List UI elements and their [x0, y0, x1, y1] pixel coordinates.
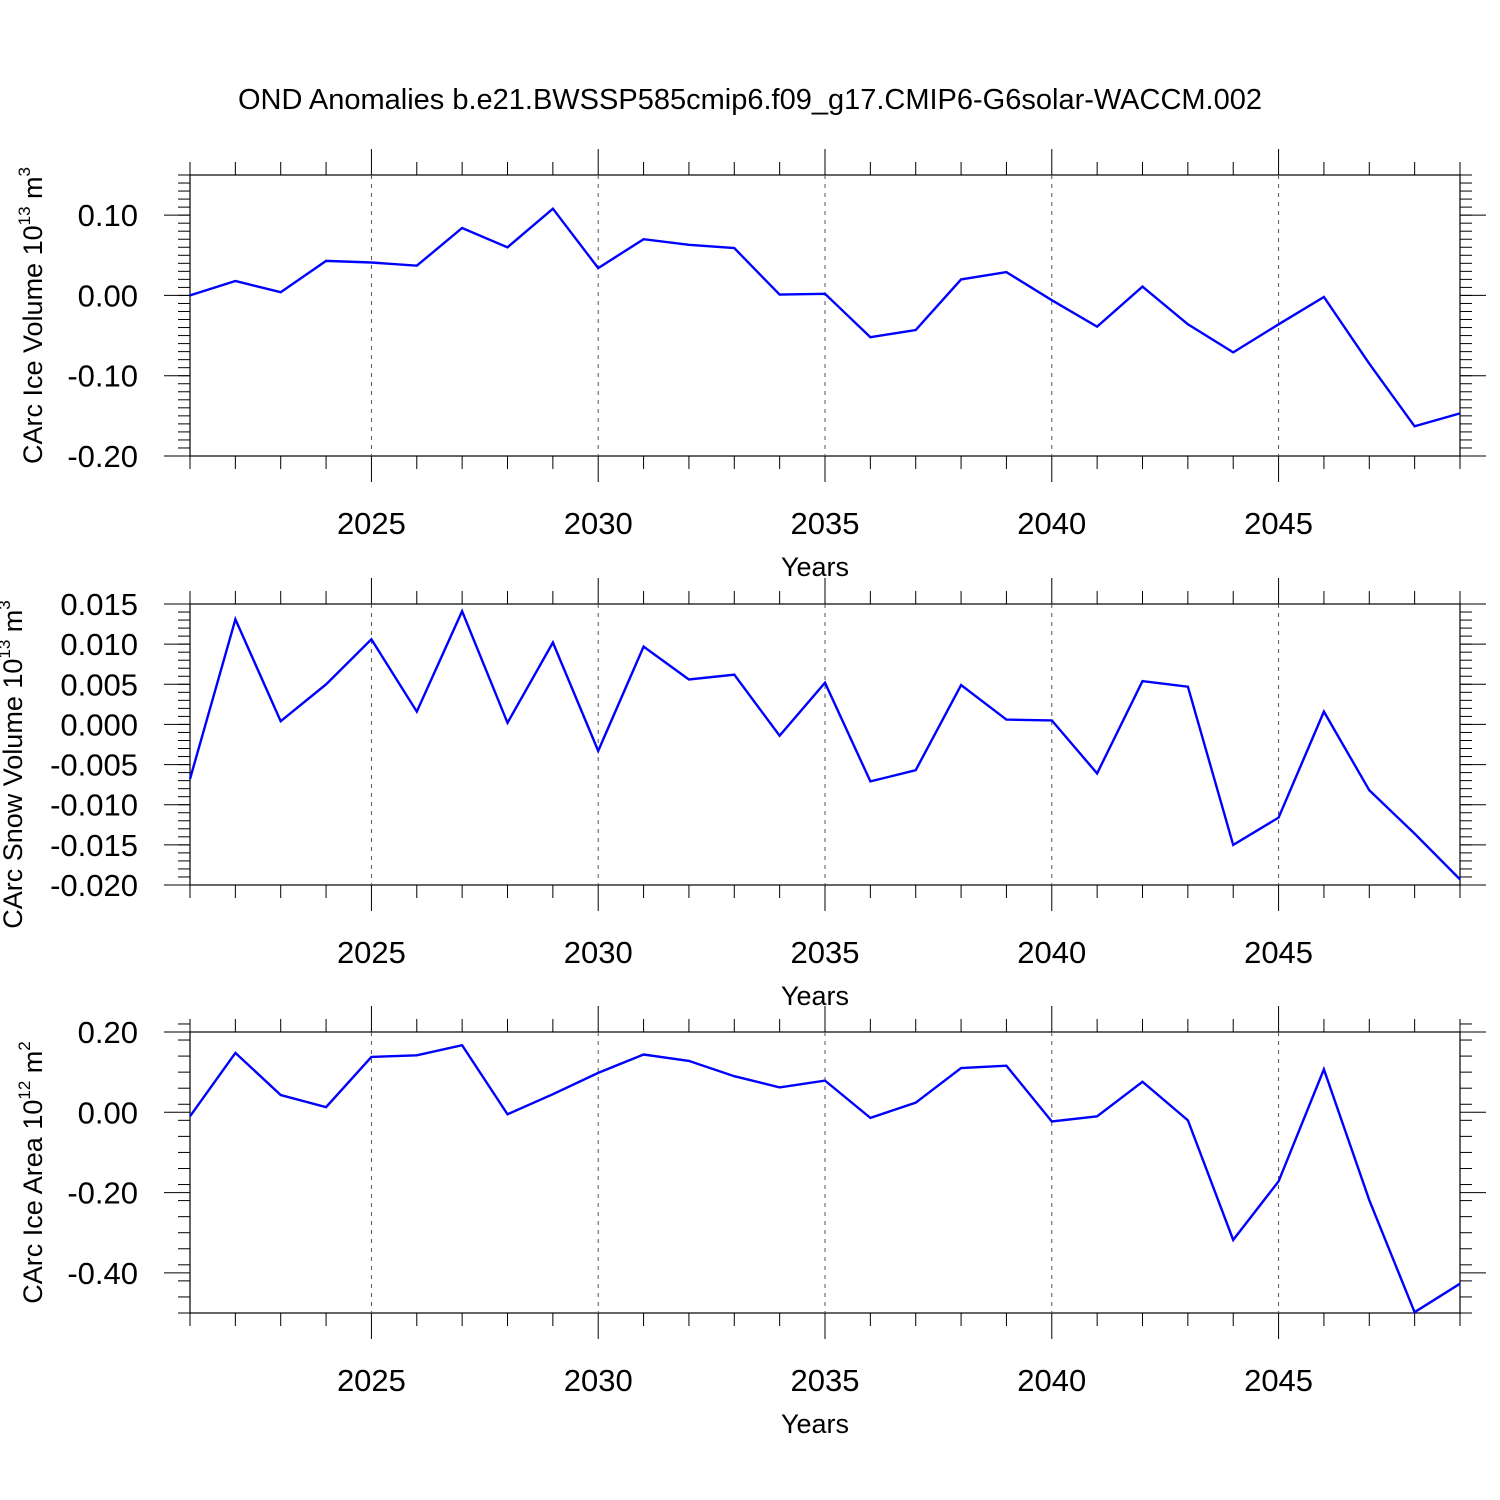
y-tick-label: 0.00 — [78, 278, 138, 313]
panel-snow-volume: 0.015 0.010 0.005 0.000 -0.005 -0.010 -0.015 -0… — [0, 578, 1486, 1011]
y-tick-label: 0.000 — [60, 707, 138, 742]
series-line — [188, 608, 1461, 881]
x-tick-label: 2025 — [337, 935, 406, 970]
x-tick-label: 2035 — [791, 935, 860, 970]
x-tick-label: 2030 — [564, 506, 633, 541]
y-axis-label: CArc Ice Volume 1013 m3 — [15, 167, 48, 464]
y-axis-label-unit: m — [18, 1051, 48, 1081]
x-tick-label: 2040 — [1017, 1363, 1086, 1398]
series-line — [189, 1043, 1461, 1314]
y-tick-label: -0.40 — [67, 1256, 138, 1291]
plot-frame — [189, 1031, 1461, 1314]
x-tick-label: 2025 — [337, 506, 406, 541]
y-axis-label-unit-exponent: 3 — [0, 600, 14, 609]
x-tick-label: 2045 — [1244, 1363, 1313, 1398]
y-tick-label: 0.005 — [60, 667, 138, 702]
y-tick-label: -0.20 — [67, 439, 138, 474]
plot-frame — [189, 174, 1461, 457]
x-axis-label: Years — [781, 1409, 849, 1439]
y-tick-label: 0.010 — [60, 627, 138, 662]
x-tick-label: 2035 — [791, 506, 860, 541]
y-axis-label-unit: m — [18, 176, 48, 206]
x-tick-label: 2025 — [337, 1363, 406, 1398]
y-tick-label: 0.20 — [78, 1015, 138, 1050]
x-axis-label: Years — [781, 552, 849, 582]
y-axis-label-exponent: 13 — [15, 206, 34, 225]
x-axis-label: Years — [781, 981, 849, 1011]
y-axis-label-unit-exponent: 3 — [15, 167, 34, 176]
y-tick-label: -0.005 — [50, 748, 138, 783]
panel-ice-volume: 0.10 0.00 -0.10 -0.20 2025 2030 2035 2040 2045 Ye… — [15, 149, 1486, 582]
y-axis-label: CArc Snow Volume 1013 m3 — [0, 600, 28, 929]
x-tick-label: 2045 — [1244, 506, 1313, 541]
y-axis-label-exponent: 12 — [15, 1081, 34, 1100]
y-axis-label-unit: m — [0, 610, 28, 640]
x-tick-label: 2045 — [1244, 935, 1313, 970]
y-tick-label: 0.10 — [78, 198, 138, 233]
panel-ice-area: 0.20 0.00 -0.20 -0.40 2025 2030 2035 2040 2045 Ye… — [15, 1006, 1486, 1439]
y-tick-label: -0.015 — [50, 828, 138, 863]
x-tick-label: 2035 — [791, 1363, 860, 1398]
y-axis-label-exponent: 13 — [0, 640, 14, 659]
y-axis-label-unit-exponent: 2 — [15, 1041, 34, 1050]
y-tick-label: 0.00 — [78, 1095, 138, 1130]
page-title: OND Anomalies b.e21.BWSSP585cmip6.f09_g1… — [237, 84, 1263, 116]
y-axis-label-text: CArc Snow Volume 10 — [0, 659, 28, 929]
y-axis-label-text: CArc Ice Volume 10 — [18, 225, 48, 464]
y-tick-label: -0.010 — [50, 788, 138, 823]
x-tick-label: 2030 — [564, 935, 633, 970]
series-line — [189, 206, 1461, 428]
x-tick-label: 2030 — [564, 1363, 633, 1398]
y-axis-label-text: CArc Ice Area 10 — [18, 1100, 48, 1304]
y-tick-label: -0.20 — [67, 1176, 138, 1211]
x-tick-label: 2040 — [1017, 935, 1086, 970]
x-tick-label: 2040 — [1017, 506, 1086, 541]
y-tick-label: -0.020 — [50, 868, 138, 903]
y-tick-label: 0.015 — [60, 587, 138, 622]
y-tick-label: -0.10 — [67, 359, 138, 394]
plot-frame — [189, 603, 1461, 886]
y-axis-label: CArc Ice Area 1012 m2 — [15, 1041, 48, 1304]
